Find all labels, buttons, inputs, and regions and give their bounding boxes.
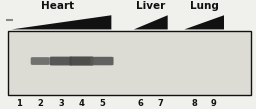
Text: 4: 4 — [79, 99, 84, 108]
Text: Liver: Liver — [136, 1, 165, 11]
Text: 8: 8 — [191, 99, 197, 108]
Text: 2: 2 — [38, 99, 43, 108]
FancyBboxPatch shape — [69, 56, 93, 66]
Polygon shape — [12, 15, 111, 29]
Text: 7: 7 — [157, 99, 163, 108]
Text: 5: 5 — [99, 99, 105, 108]
FancyBboxPatch shape — [50, 57, 72, 65]
Text: 9: 9 — [211, 99, 217, 108]
Text: 1: 1 — [16, 99, 22, 108]
Text: Heart: Heart — [41, 1, 74, 11]
Text: 3: 3 — [58, 99, 64, 108]
FancyBboxPatch shape — [90, 57, 114, 65]
Polygon shape — [134, 15, 168, 29]
Text: Lung: Lung — [190, 1, 218, 11]
Polygon shape — [184, 15, 224, 29]
FancyBboxPatch shape — [31, 57, 50, 65]
Bar — [8, 31, 251, 95]
Text: 6: 6 — [137, 99, 143, 108]
